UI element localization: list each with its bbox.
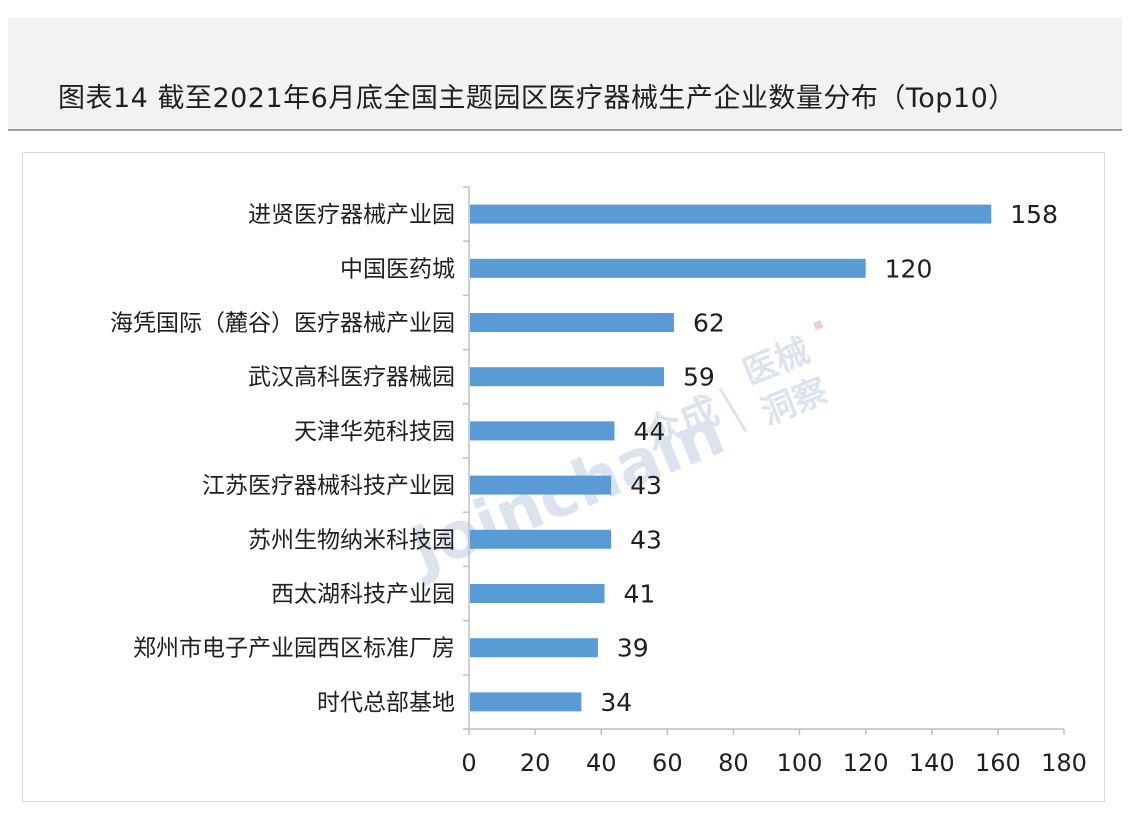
x-tick-label: 60 <box>652 749 683 777</box>
bar <box>470 421 615 441</box>
data-label: 120 <box>885 254 933 283</box>
bar <box>470 313 674 332</box>
bar <box>470 475 612 495</box>
bar-chart: Joinchain 众成 医械 洞察 0 20 40 60 80 100 120 140 160… <box>110 186 1087 777</box>
bar <box>470 638 598 658</box>
category-label: 进贤医疗器械产业园 <box>248 202 455 228</box>
category-label: 中国医药城 <box>340 256 455 282</box>
category-label: 时代总部基地 <box>317 690 455 716</box>
title-band: 图表14 截至2021年6月底全国主题园区医疗器械生产企业数量分布（Top10） <box>8 18 1122 131</box>
x-tick-label: 80 <box>718 749 749 777</box>
data-label: 158 <box>1010 200 1058 229</box>
chart-title: 图表14 截至2021年6月底全国主题园区医疗器械生产企业数量分布（Top10） <box>58 83 1016 114</box>
plot-area: 0 20 40 60 80 100 120 140 160 180 进贤医疗器械产业园 158 中国医药… <box>110 186 1087 777</box>
bar <box>470 367 665 387</box>
data-label: 43 <box>630 525 662 554</box>
watermark: Joinchain 众成 医械 洞察 <box>398 320 833 589</box>
category-label: 海凭国际（麓谷）医疗器械产业园 <box>110 311 455 337</box>
x-tick-label: 180 <box>1041 749 1087 777</box>
bar <box>470 692 582 712</box>
data-label: 34 <box>600 688 632 717</box>
category-label: 苏州生物纳米科技园 <box>248 527 455 553</box>
data-label: 39 <box>617 634 649 663</box>
category-label: 天津华苑科技园 <box>294 419 455 445</box>
bar <box>470 204 992 224</box>
data-label: 41 <box>624 580 656 609</box>
watermark-divider <box>718 387 748 433</box>
x-tick-label: 160 <box>975 749 1021 777</box>
bar <box>470 584 605 603</box>
data-label: 44 <box>633 417 665 446</box>
x-tick-label: 40 <box>586 749 617 777</box>
data-label: 43 <box>630 471 662 500</box>
category-label: 江苏医疗器械科技产业园 <box>202 473 455 499</box>
watermark-red-mark <box>813 320 824 331</box>
x-tick-label: 100 <box>777 749 823 777</box>
category-label: 郑州市电子产业园西区标准厂房 <box>133 636 455 662</box>
chart-frame: Joinchain 众成 医械 洞察 0 20 40 60 80 100 120 140 160… <box>22 152 1105 802</box>
category-label: 武汉高科医疗器械园 <box>248 365 455 391</box>
x-tick-label: 140 <box>909 749 955 777</box>
bar <box>470 529 612 549</box>
bar <box>470 258 866 278</box>
category-label: 西太湖科技产业园 <box>271 582 455 608</box>
data-label: 62 <box>693 309 725 338</box>
x-tick-label: 120 <box>843 749 889 777</box>
x-tick-label: 20 <box>520 749 551 777</box>
x-tick-label: 0 <box>461 749 476 777</box>
data-label: 59 <box>683 363 715 392</box>
